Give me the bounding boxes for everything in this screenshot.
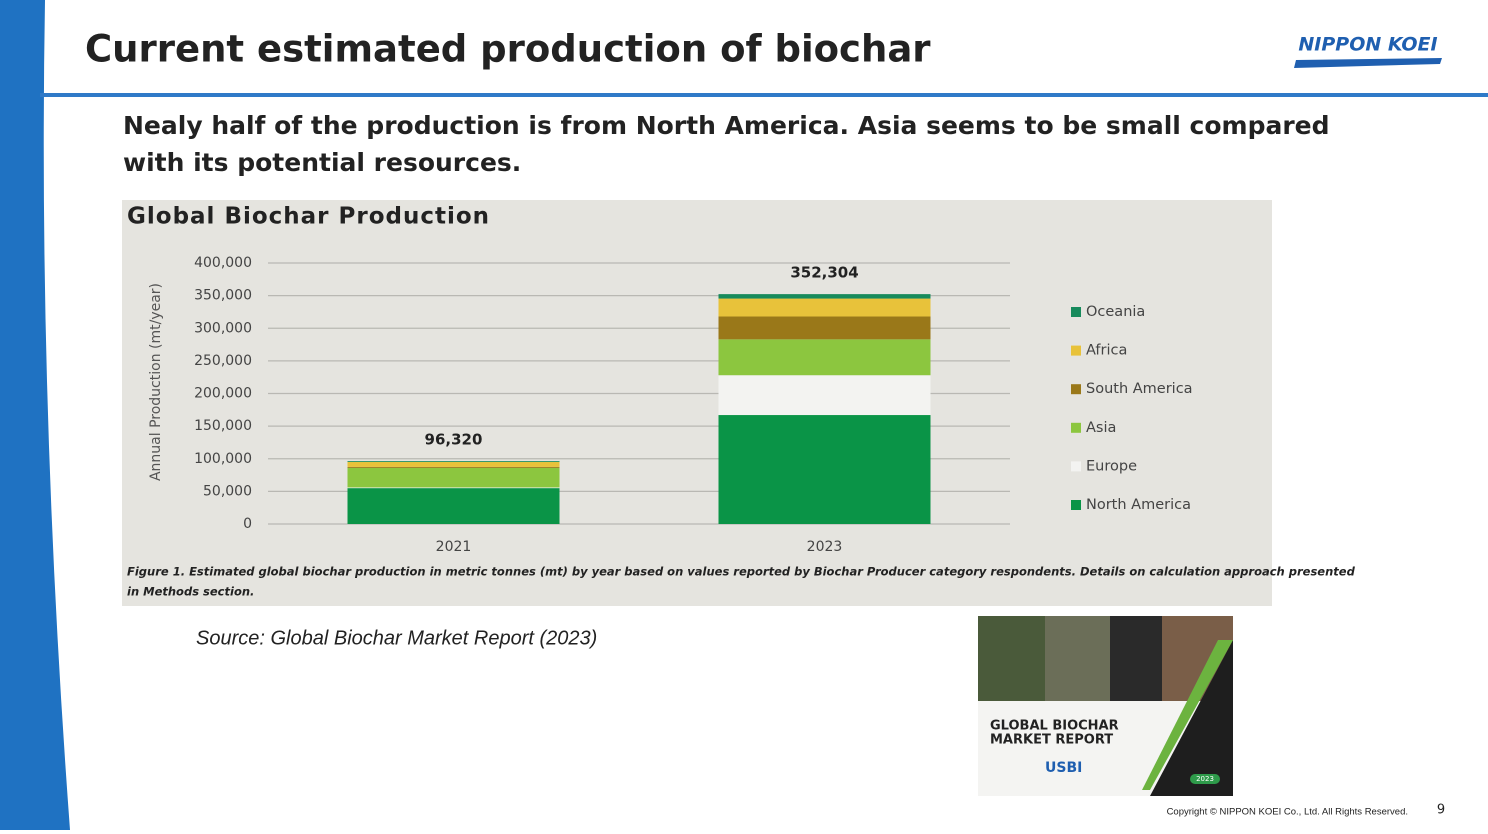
cover-photo bbox=[1110, 616, 1162, 701]
total-label: 96,320 bbox=[425, 431, 483, 449]
source: Source: Global Biochar Market Report (20… bbox=[196, 627, 597, 649]
chart-title: Global Biochar Production bbox=[127, 204, 490, 230]
cover-title: GLOBAL BIOCHAR bbox=[990, 719, 1119, 734]
report-cover: GLOBAL BIOCHAR MARKET REPORT USBI 2023 bbox=[978, 616, 1233, 796]
cover-title: MARKET REPORT bbox=[990, 733, 1113, 748]
page-number: 9 bbox=[1437, 803, 1445, 818]
cover-corner bbox=[1150, 640, 1233, 796]
legend-swatch bbox=[1071, 345, 1081, 356]
total-label: 352,304 bbox=[790, 264, 858, 282]
bar-segment bbox=[347, 467, 560, 488]
y-tick-label: 400,000 bbox=[194, 255, 252, 271]
y-tick-label: 350,000 bbox=[194, 288, 252, 304]
caption-line: Figure 1. Estimated global biochar produ… bbox=[127, 565, 1356, 579]
cover-year-pill bbox=[1190, 774, 1220, 784]
bar-segment bbox=[718, 294, 931, 299]
y-axis-label: Annual Production (mt/year) bbox=[148, 283, 164, 481]
cover-photo bbox=[1045, 616, 1110, 701]
legend-swatch bbox=[1071, 422, 1081, 433]
bar-segment bbox=[718, 339, 931, 376]
logo: NIPPON KOEI bbox=[1298, 34, 1437, 56]
header-rule bbox=[40, 93, 1488, 97]
legend-swatch bbox=[1071, 384, 1081, 395]
legend-label: Asia bbox=[1086, 420, 1116, 436]
bar-segment bbox=[718, 375, 931, 416]
subtitle-line: with its potential resources. bbox=[123, 148, 521, 177]
x-tick-label: 2021 bbox=[436, 539, 472, 555]
y-tick-label: 200,000 bbox=[194, 386, 252, 402]
y-tick-label: 50,000 bbox=[203, 483, 252, 499]
subtitle-line: Nealy half of the production is from Nor… bbox=[123, 111, 1330, 140]
copyright: Copyright © NIPPON KOEI Co., Ltd. All Ri… bbox=[1167, 807, 1408, 818]
x-tick-label: 2023 bbox=[807, 539, 843, 555]
y-tick-label: 100,000 bbox=[194, 451, 252, 467]
caption-line: in Methods section. bbox=[127, 585, 254, 599]
legend-label: South America bbox=[1086, 381, 1193, 397]
logo-swoosh bbox=[1294, 58, 1442, 68]
chart-panel bbox=[122, 200, 1272, 606]
bar-segment bbox=[347, 488, 560, 524]
bar-segment bbox=[718, 415, 931, 524]
y-tick-label: 300,000 bbox=[194, 320, 252, 336]
legend-label: Africa bbox=[1086, 343, 1127, 359]
cover-brand: USBI bbox=[1045, 760, 1082, 776]
bar-segment bbox=[347, 466, 560, 468]
bar-segment bbox=[718, 298, 931, 317]
side-stripe bbox=[0, 0, 70, 830]
cover-year: 2023 bbox=[1196, 775, 1214, 783]
legend-swatch bbox=[1071, 461, 1081, 472]
bar-segment bbox=[347, 461, 560, 463]
bar-segment bbox=[718, 316, 931, 340]
bar-segment bbox=[347, 487, 560, 489]
legend-label: Europe bbox=[1086, 458, 1137, 474]
y-tick-label: 0 bbox=[243, 516, 252, 532]
legend-label: Oceania bbox=[1086, 304, 1145, 320]
y-tick-label: 150,000 bbox=[194, 418, 252, 434]
bar-segment bbox=[347, 462, 560, 467]
slide-title: Current estimated production of biochar bbox=[85, 28, 931, 71]
cover-stripe bbox=[1142, 640, 1233, 790]
legend-swatch bbox=[1071, 500, 1081, 510]
y-tick-label: 250,000 bbox=[194, 353, 252, 369]
legend-swatch bbox=[1071, 307, 1081, 317]
legend-label: North America bbox=[1086, 497, 1191, 513]
